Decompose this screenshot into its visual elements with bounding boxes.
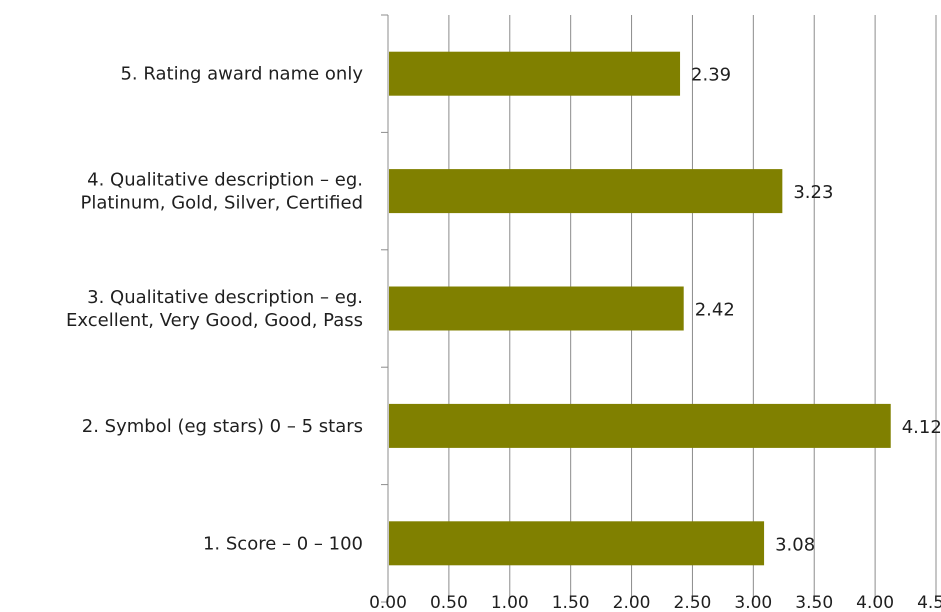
x-tick-label: 2.50 xyxy=(674,593,712,612)
bar xyxy=(389,403,891,448)
data-label: 4.12 xyxy=(902,417,941,438)
x-tick-label: 0.50 xyxy=(430,593,468,612)
x-tick-label: 3.50 xyxy=(795,593,833,612)
bar xyxy=(389,521,765,566)
category-label: 3. Qualitative description – eg. Excellen… xyxy=(66,287,363,331)
category-label: 4. Qualitative description – eg. Platinum… xyxy=(80,170,363,214)
data-label: 3.08 xyxy=(775,534,815,555)
x-tick-label: 2.00 xyxy=(613,593,651,612)
data-label: 2.42 xyxy=(695,300,735,321)
x-tick-label: 4.50 xyxy=(917,593,941,612)
category-label: 2. Symbol (eg stars) 0 – 5 stars xyxy=(82,416,363,437)
category-label: 5. Rating award name only xyxy=(120,64,363,85)
data-label: 3.23 xyxy=(793,182,833,203)
bar xyxy=(389,286,684,331)
bar xyxy=(389,169,783,214)
x-tick-labels: 0.00 0.50 1.00 1.50 2.00 2.50 3.00 3.50 4.00 4.50 xyxy=(369,593,941,612)
x-tick-label: 3.00 xyxy=(734,593,772,612)
bars xyxy=(389,51,891,566)
category-label: 1. Score – 0 – 100 xyxy=(203,533,363,554)
data-label: 2.39 xyxy=(691,65,731,86)
gridlines xyxy=(448,15,937,602)
category-labels: 1. Score – 0 – 100 2. Symbol (eg stars) 0… xyxy=(66,64,363,555)
axes xyxy=(381,14,389,603)
data-labels: 3.08 4.12 2.42 3.23 2.39 xyxy=(691,65,941,556)
x-tick-label: 1.00 xyxy=(491,593,529,612)
x-tick-label: 4.00 xyxy=(856,593,894,612)
bar xyxy=(389,51,681,96)
x-tick-label: 1.50 xyxy=(552,593,590,612)
x-tick-label: 0.00 xyxy=(369,593,407,612)
